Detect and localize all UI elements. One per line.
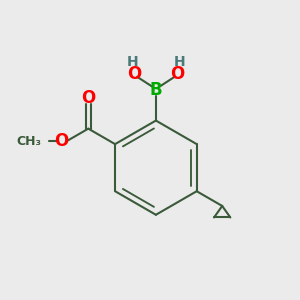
Text: B: B (150, 81, 162, 99)
Text: CH₃: CH₃ (16, 135, 42, 148)
Text: O: O (54, 132, 68, 150)
Text: O: O (127, 65, 141, 83)
Text: H: H (173, 55, 185, 69)
Text: O: O (170, 65, 185, 83)
Text: O: O (81, 89, 95, 107)
Text: H: H (127, 55, 139, 69)
